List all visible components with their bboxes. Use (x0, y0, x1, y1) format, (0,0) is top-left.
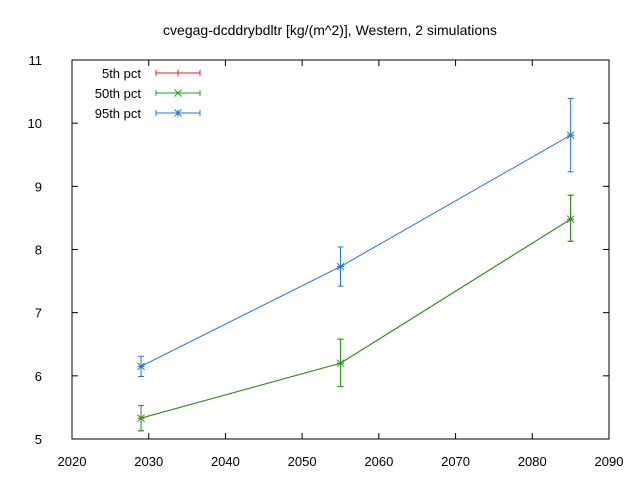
chart-title: cvegag-dcddrybdltr [kg/(m^2)], Western, … (163, 22, 497, 38)
y-tick-label: 6 (35, 369, 42, 384)
legend-marker-stroke (174, 89, 182, 97)
x-tick-label: 2040 (211, 454, 240, 469)
series-1 (137, 194, 575, 432)
data-point-stroke (336, 359, 345, 368)
x-tick-label: 2050 (288, 454, 317, 469)
plot-area (137, 98, 575, 432)
legend-entry-3: 95th pct (95, 106, 201, 121)
data-point-stroke (137, 414, 145, 423)
y-tick-label: 7 (35, 306, 42, 321)
x-tick-label: 2030 (134, 454, 163, 469)
legend-marker-stroke (174, 109, 182, 117)
data-point (566, 215, 575, 224)
series-2 (137, 194, 575, 432)
legend-entry-2: 50th pct (95, 86, 201, 101)
y-tick-label: 10 (28, 116, 42, 131)
x-tick-label: 2080 (518, 454, 547, 469)
legend-marker (174, 69, 182, 77)
data-point-stroke (137, 362, 145, 371)
x-tick-label: 2070 (441, 454, 470, 469)
series-line (140, 218, 571, 419)
legend-label: 50th pct (95, 86, 142, 101)
data-point-stroke (566, 215, 575, 224)
y-tick-label: 11 (29, 53, 43, 68)
y-tick-label: 5 (35, 432, 42, 447)
data-point (137, 362, 145, 371)
data-point (137, 414, 145, 423)
legend-entry-1: 5th pct (102, 66, 201, 81)
data-point (336, 359, 345, 368)
y-tick-label: 9 (35, 179, 42, 194)
x-tick-label: 2020 (58, 454, 87, 469)
data-point-stroke (566, 131, 575, 140)
legend-marker (174, 109, 182, 117)
y-tick-label: 8 (35, 243, 42, 258)
x-tick-label: 2090 (595, 454, 624, 469)
axes: 2020 2030 2040 2050 2060 2070 2080 2090 5 6 7 8 9 10 1… (28, 53, 624, 469)
legend-label: 5th pct (102, 66, 141, 81)
legend-label: 95th pct (95, 106, 142, 121)
legend: 5th pct 50th pct 95th pct (95, 66, 201, 121)
series-3 (137, 98, 575, 377)
legend-marker (174, 89, 182, 97)
data-point-stroke (336, 262, 345, 271)
data-point (566, 131, 575, 140)
series-line (140, 218, 571, 419)
data-point (336, 262, 345, 271)
series-line (140, 134, 571, 367)
x-tick-label: 2060 (364, 454, 393, 469)
